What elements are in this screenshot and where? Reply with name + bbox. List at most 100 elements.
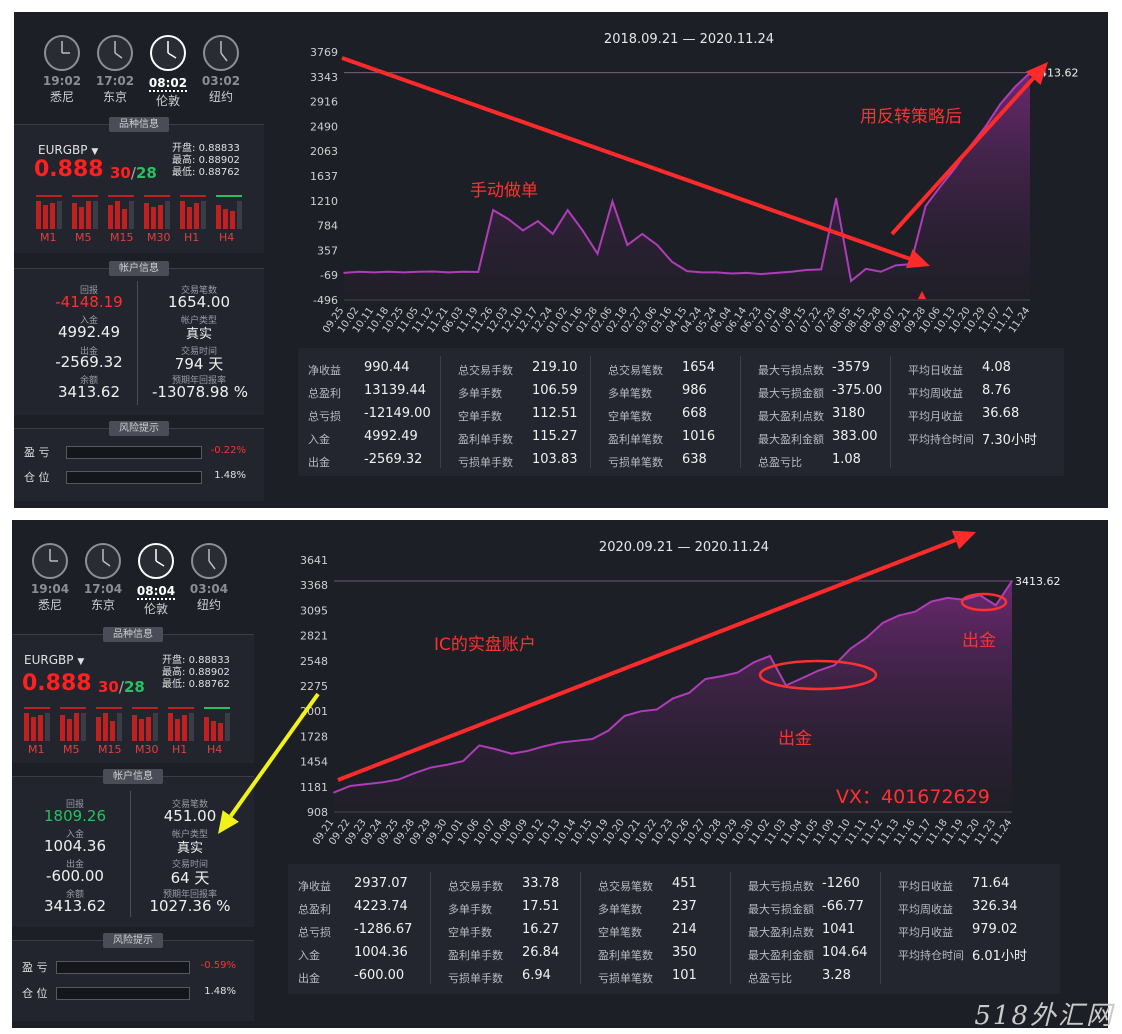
timeframe-m5[interactable]: M5 [63, 743, 80, 756]
account-type-label: 帐户类型 [171, 830, 208, 840]
stat-label: 空单手数 [448, 926, 492, 939]
data-point [349, 785, 351, 787]
stat-value: -12149.00 [364, 406, 431, 421]
annotation-reversal-strategy: 用反转策略后 [860, 107, 962, 127]
data-point [641, 233, 644, 235]
withdraw-highlight-2 [960, 592, 1008, 612]
stat-label: 总交易笔数 [598, 880, 653, 893]
stat-label: 平均持仓时间 [898, 949, 964, 962]
data-point [623, 715, 626, 717]
stat-value: 36.68 [982, 406, 1020, 421]
symbol-selector[interactable]: EURGBP ▼ [24, 653, 84, 667]
stat-value: 4992.49 [364, 429, 418, 444]
y-tick-label: 908 [307, 806, 328, 819]
y-tick-label: 2490 [310, 120, 338, 133]
stat-label: 盈利单手数 [458, 433, 513, 446]
data-point [865, 268, 867, 270]
data-point [575, 740, 577, 742]
data-point [373, 271, 375, 274]
timeframe-h4[interactable]: H4 [207, 743, 223, 756]
stat-value: 1654 [682, 360, 716, 375]
stat-value: 214 [672, 922, 697, 937]
data-point [775, 272, 778, 274]
stat-value: 13139.44 [364, 383, 427, 398]
stat-label: 最大盈利点数 [758, 410, 824, 423]
timeframe-m30[interactable]: M30 [135, 743, 159, 756]
stat-label: 净收益 [308, 364, 341, 377]
timeframe-m1[interactable]: M1 [28, 743, 45, 756]
y-tick-label: 1728 [300, 730, 328, 743]
clock-city: 纽约 [196, 598, 221, 612]
clock-tokyo: 17:02 东京 [92, 34, 138, 105]
data-point [914, 610, 916, 613]
stat-label: 盈利单笔数 [598, 949, 653, 962]
clock-city: 伦敦 [143, 602, 168, 616]
section-title: 风险提示 [103, 933, 163, 948]
section-title: 帐户信息 [103, 769, 163, 784]
withdraw-highlight-1 [758, 659, 878, 691]
data-point [946, 597, 949, 599]
deposit-label: 入金 [79, 316, 98, 326]
data-point [995, 604, 997, 607]
data-point [686, 270, 688, 272]
stat-label: 总交易手数 [458, 364, 513, 377]
timeframe-m15[interactable]: M15 [110, 231, 134, 244]
data-point [639, 710, 642, 713]
low-label: 最低: [172, 167, 196, 178]
clock-city: 东京 [90, 598, 115, 612]
data-point [752, 661, 755, 664]
clock-city: 纽约 [208, 90, 233, 104]
stat-value: 115.27 [532, 429, 578, 444]
data-point [924, 205, 927, 207]
timeframe-h1[interactable]: H1 [184, 231, 200, 244]
data-point [581, 229, 584, 232]
data-point [820, 268, 823, 271]
clock-london: 08:04 伦敦 [133, 542, 179, 617]
timeframe-h4[interactable]: H4 [219, 231, 235, 244]
clock-icon [85, 543, 121, 579]
y-tick-label: 2916 [310, 96, 338, 109]
data-point [543, 745, 545, 748]
y-tick-label: 357 [317, 244, 338, 257]
stat-value: 2937.07 [354, 876, 408, 891]
bid: 30 [98, 678, 119, 696]
timeframe-m30[interactable]: M30 [147, 231, 171, 244]
stat-label: 平均月收益 [908, 410, 963, 423]
timeframe-m15[interactable]: M15 [98, 743, 122, 756]
data-point [850, 280, 852, 282]
world-clocks: 19:02 悉尼 17:02 东京 08:02 伦敦 03:02 纽约 [14, 12, 264, 112]
timeframe-m5[interactable]: M5 [75, 231, 92, 244]
risk-section: 风险提示 盈 亏 -0.22% 仓 位 1.48% [14, 421, 264, 501]
stat-label: 最大盈利点数 [748, 926, 814, 939]
y-tick-label: -496 [313, 294, 338, 307]
stat-label: 总交易手数 [448, 880, 503, 893]
profit-value: 1809.26 [43, 807, 107, 825]
timeframe-h1[interactable]: H1 [172, 743, 188, 756]
risk-pnl-pct: -0.22% [210, 445, 246, 456]
stat-label: 总盈利 [308, 387, 341, 400]
data-point [447, 271, 450, 274]
data-point [343, 272, 345, 274]
stat-value: 6.01小时 [972, 949, 1027, 964]
stat-value: 1016 [682, 429, 716, 444]
data-point [507, 218, 509, 220]
data-point [672, 697, 674, 700]
section-title: 帐户信息 [109, 261, 169, 276]
symbol-selector[interactable]: EURGBP ▼ [38, 143, 98, 157]
trades-label: 交易笔数 [180, 286, 217, 296]
withdraw-label: 出金 [79, 347, 98, 357]
annual-return-value: -13078.98 % [151, 383, 248, 401]
timeframe-m1[interactable]: M1 [40, 231, 57, 244]
annotation-contact: VX：401672629 [836, 786, 990, 808]
risk-position-pct: 1.48% [204, 986, 236, 997]
data-point [769, 655, 771, 657]
stat-value: 668 [682, 406, 707, 421]
stat-label: 最大亏损点数 [758, 364, 824, 377]
annual-return-label: 预期年回报率 [162, 890, 217, 900]
data-point [432, 270, 435, 273]
stat-value: 1004.36 [354, 945, 408, 960]
data-point [894, 264, 897, 267]
clock-newyork: 03:04 纽约 [186, 542, 232, 613]
high-value: 0.88902 [188, 667, 230, 678]
data-point [365, 783, 368, 785]
